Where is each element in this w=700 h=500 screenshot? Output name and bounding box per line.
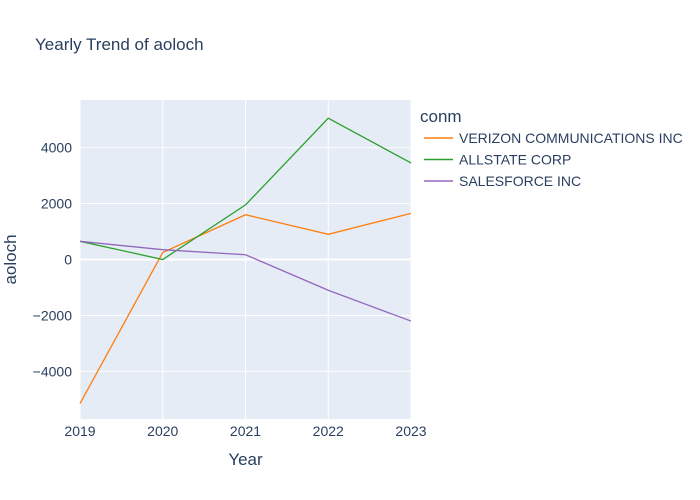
series-line	[79, 240, 412, 322]
legend-title: conm	[420, 107, 462, 126]
x-tick-label: 2023	[395, 423, 426, 439]
x-tick-label: 2022	[313, 423, 344, 439]
grid-lines	[79, 100, 412, 419]
x-axis-title: Year	[228, 450, 263, 469]
legend[interactable]: conm VERIZON COMMUNICATIONS INC ALLSTATE …	[420, 107, 683, 189]
y-axis-ticks: −4000 −2000 0 2000 4000	[33, 140, 73, 380]
x-tick-label: 2021	[230, 423, 261, 439]
y-tick-label: 2000	[41, 196, 72, 212]
series-line	[79, 117, 412, 261]
chart-title: Yearly Trend of aoloch	[35, 35, 204, 54]
legend-item-label[interactable]: VERIZON COMMUNICATIONS INC	[459, 130, 683, 146]
x-tick-label: 2020	[147, 423, 178, 439]
x-tick-label: 2019	[64, 423, 95, 439]
legend-item-label[interactable]: ALLSTATE CORP	[459, 152, 571, 168]
y-tick-label: 0	[64, 252, 72, 268]
series-line	[79, 212, 412, 404]
series-lines	[79, 117, 412, 404]
y-axis-title: aoloch	[1, 234, 20, 284]
y-tick-label: −4000	[33, 363, 73, 379]
legend-item-label[interactable]: SALESFORCE INC	[459, 173, 581, 189]
y-tick-label: 4000	[41, 140, 72, 156]
x-axis-ticks: 2019 2020 2021 2022 2023	[64, 423, 426, 439]
y-tick-label: −2000	[33, 307, 73, 323]
